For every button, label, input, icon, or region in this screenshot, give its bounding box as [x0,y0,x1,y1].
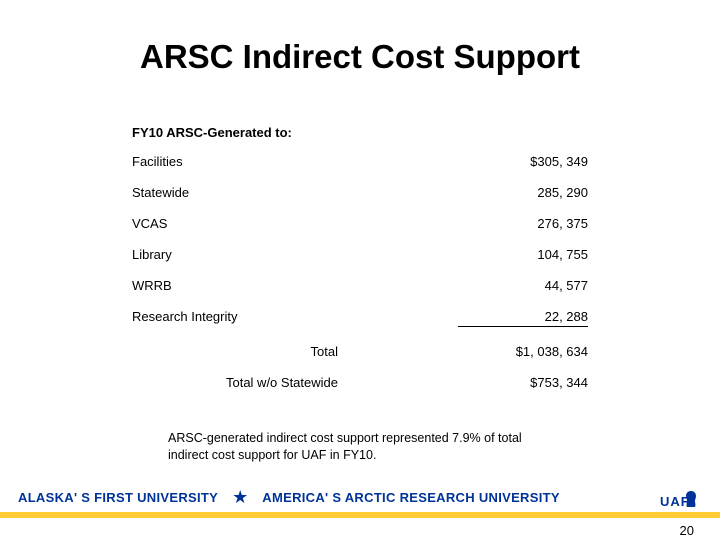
uaf-logo: UAF [654,490,698,514]
row-label: Facilities [132,154,183,169]
row-label: VCAS [132,216,167,231]
row-label: Library [132,247,172,262]
total-label: Total [132,344,458,359]
table-row: Research Integrity 22, 288 [132,309,588,340]
table-subtitle: FY10 ARSC-Generated to: [132,125,292,140]
row-label: WRRB [132,278,172,293]
row-value: 22, 288 [458,309,588,327]
total-label: Total w/o Statewide [132,375,458,390]
footer-bar: ALASKA' S FIRST UNIVERSITY ★ AMERICA' S … [0,484,720,510]
row-value: $305, 349 [458,154,588,169]
row-value: 44, 577 [458,278,588,293]
row-label: Statewide [132,185,189,200]
table-row: VCAS 276, 375 [132,216,588,247]
table-row: Library 104, 755 [132,247,588,278]
row-label: Research Integrity [132,309,238,324]
table-total-row: Total $1, 038, 634 [132,344,588,375]
table-row: Statewide 285, 290 [132,185,588,216]
bear-icon [684,490,698,508]
table-row: Facilities $305, 349 [132,154,588,185]
gold-divider [0,512,720,518]
page-number: 20 [680,523,694,538]
total-value: $753, 344 [458,375,588,390]
table-total-row: Total w/o Statewide $753, 344 [132,375,588,406]
row-value: 285, 290 [458,185,588,200]
row-value: 276, 375 [458,216,588,231]
cost-table: Facilities $305, 349 Statewide 285, 290 … [132,154,588,406]
slide: ARSC Indirect Cost Support FY10 ARSC-Gen… [0,0,720,540]
row-value: 104, 755 [458,247,588,262]
total-value: $1, 038, 634 [458,344,588,359]
footer-right-text: AMERICA' S ARCTIC RESEARCH UNIVERSITY [262,490,560,505]
footer-left-text: ALASKA' S FIRST UNIVERSITY [0,490,218,505]
star-icon: ★ [232,487,248,508]
caption-text: ARSC-generated indirect cost support rep… [168,430,558,464]
slide-title: ARSC Indirect Cost Support [0,38,720,76]
table-row: WRRB 44, 577 [132,278,588,309]
